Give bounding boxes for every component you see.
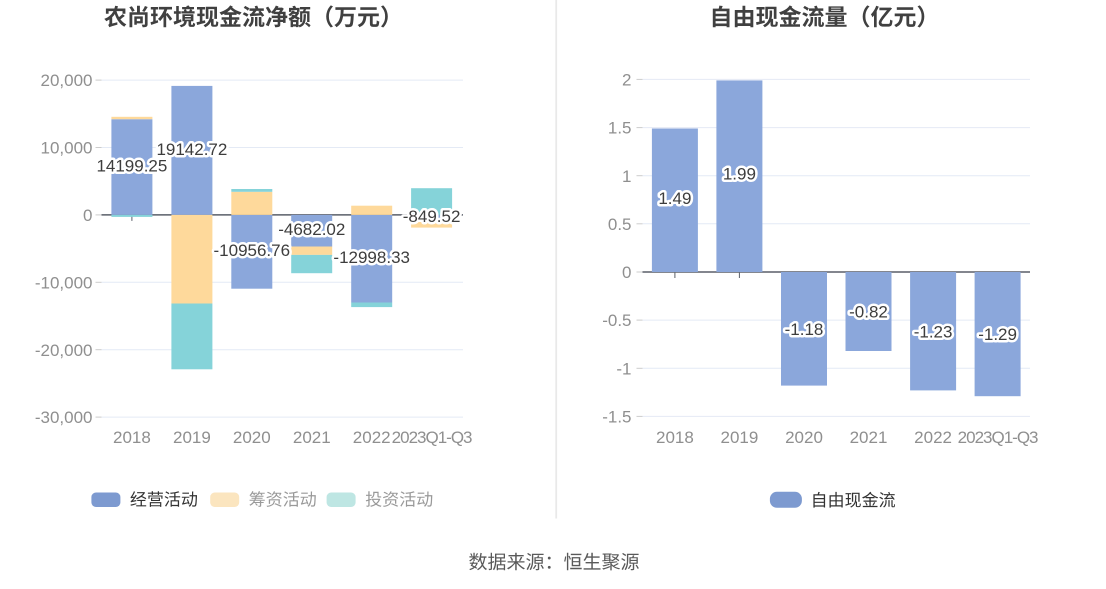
svg-text:2018: 2018: [656, 428, 694, 447]
svg-text:-12998.33: -12998.33: [333, 248, 410, 267]
svg-text:0.5: 0.5: [608, 215, 632, 234]
svg-text:1.49: 1.49: [658, 189, 691, 208]
svg-text:14199.25: 14199.25: [96, 156, 167, 175]
svg-text:-849.52: -849.52: [403, 207, 461, 226]
svg-text:-1.18: -1.18: [785, 320, 824, 339]
svg-text:-10956.76: -10956.76: [214, 241, 291, 260]
svg-text:2023Q1-Q3: 2023Q1-Q3: [392, 428, 472, 447]
svg-text:10,000: 10,000: [41, 139, 93, 158]
svg-text:2022: 2022: [914, 428, 952, 447]
svg-text:2019: 2019: [173, 428, 211, 447]
svg-text:1: 1: [622, 167, 631, 186]
svg-text:-1.23: -1.23: [914, 322, 953, 341]
svg-text:-1.5: -1.5: [602, 408, 631, 427]
svg-text:2022: 2022: [353, 428, 391, 447]
svg-text:2018: 2018: [113, 428, 151, 447]
svg-text:19142.72: 19142.72: [156, 140, 227, 159]
svg-text:-10,000: -10,000: [35, 273, 93, 292]
svg-text:2020: 2020: [785, 428, 823, 447]
svg-text:1.99: 1.99: [723, 165, 756, 184]
svg-text:20,000: 20,000: [41, 71, 93, 90]
svg-text:2021: 2021: [293, 428, 331, 447]
svg-text:2020: 2020: [233, 428, 271, 447]
svg-text:-30,000: -30,000: [35, 408, 93, 427]
svg-text:2: 2: [622, 71, 631, 90]
svg-text:1.5: 1.5: [608, 119, 632, 138]
svg-text:2021: 2021: [850, 428, 888, 447]
svg-text:0: 0: [622, 263, 631, 282]
svg-text:-1.29: -1.29: [978, 325, 1017, 344]
svg-text:-1: -1: [616, 359, 631, 378]
svg-text:-0.82: -0.82: [849, 303, 888, 322]
svg-text:-0.5: -0.5: [602, 311, 631, 330]
svg-text:2023Q1-Q3: 2023Q1-Q3: [958, 428, 1038, 447]
svg-text:-20,000: -20,000: [35, 341, 93, 360]
svg-text:-4682.02: -4682.02: [278, 220, 345, 239]
svg-text:0: 0: [83, 206, 92, 225]
svg-text:2019: 2019: [720, 428, 758, 447]
